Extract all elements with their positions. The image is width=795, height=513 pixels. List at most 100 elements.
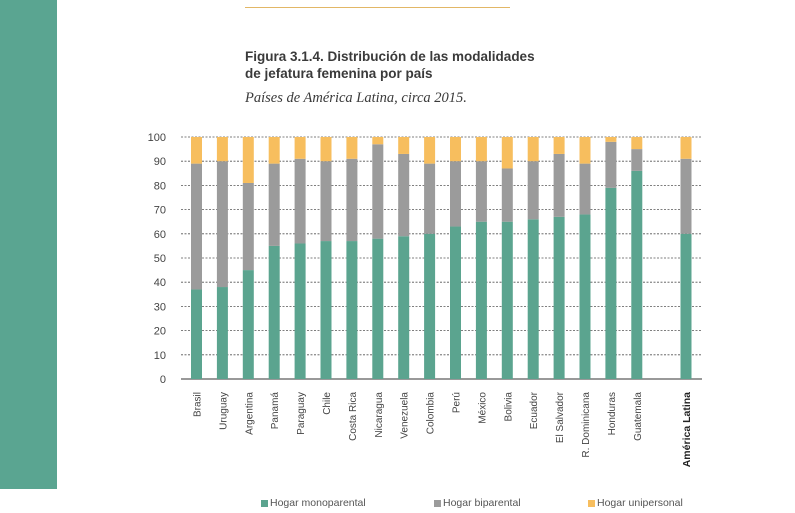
bar-unipersonal-19 (680, 137, 692, 159)
y-tick-label-60: 60 (154, 229, 166, 241)
x-tick-label-9: Venezuela (400, 392, 411, 439)
y-tick-label-50: 50 (154, 253, 166, 265)
bar-monoparental-3 (242, 270, 254, 379)
y-tick-label-20: 20 (154, 326, 166, 338)
legend-item-biparental: Hogar biparental (434, 497, 521, 509)
x-tick-label-3: Argentina (244, 392, 255, 435)
y-tick-label-90: 90 (154, 156, 166, 168)
bar-biparental-5 (294, 158, 306, 244)
x-tick-label-13: Bolivia (503, 392, 514, 422)
y-tick-label-80: 80 (154, 180, 166, 192)
bar-monoparental-9 (398, 236, 410, 379)
bar-unipersonal-9 (398, 137, 410, 154)
bar-unipersonal-3 (242, 137, 254, 183)
bar-biparental-16 (579, 163, 591, 215)
bar-monoparental-1 (191, 289, 202, 379)
bar-monoparental-2 (216, 287, 228, 379)
x-tick-label-11: Perú (452, 392, 463, 413)
bar-biparental-12 (475, 161, 487, 222)
bar-biparental-9 (398, 153, 410, 237)
bar-biparental-18 (631, 149, 643, 171)
x-tick-label-14: Ecuador (529, 391, 540, 429)
figure-title: Figura 3.1.4. Distribución de las modali… (245, 48, 575, 82)
bar-monoparental-4 (268, 245, 280, 379)
x-tick-label-15: El Salvador (555, 391, 566, 443)
bar-unipersonal-1 (191, 137, 202, 164)
y-tick-label-100: 100 (148, 132, 166, 144)
bar-monoparental-17 (605, 187, 617, 379)
bar-unipersonal-8 (372, 137, 384, 145)
figure-title-line-2: de jefatura femenina por país (245, 66, 433, 81)
legend-label-monoparental: Hogar monoparental (270, 497, 366, 509)
bar-unipersonal-2 (216, 137, 228, 162)
side-color-band (0, 0, 57, 489)
x-tick-label-6: Chile (322, 392, 333, 415)
legend-label-biparental: Hogar biparental (443, 497, 521, 509)
bar-biparental-14 (527, 161, 539, 220)
bar-biparental-7 (346, 158, 358, 242)
bar-monoparental-19 (680, 233, 692, 379)
x-tick-label-17: Honduras (607, 392, 618, 435)
bar-biparental-13 (501, 168, 513, 222)
bar-monoparental-5 (294, 243, 306, 379)
figure-subtitle: Países de América Latina, circa 2015. (245, 90, 467, 106)
bar-unipersonal-11 (450, 137, 461, 162)
bar-monoparental-16 (579, 214, 591, 379)
bar-biparental-3 (242, 182, 254, 271)
bar-unipersonal-10 (424, 137, 436, 164)
x-tick-label-5: Paraguay (296, 392, 307, 435)
bar-unipersonal-12 (475, 137, 487, 162)
y-tick-label-70: 70 (154, 205, 166, 217)
bar-biparental-8 (372, 144, 384, 239)
bar-biparental-15 (553, 153, 565, 217)
bar-monoparental-15 (553, 216, 565, 379)
x-tick-label-18: Guatemala (633, 392, 644, 441)
bar-unipersonal-14 (527, 137, 539, 162)
x-tick-label-7: Costa Rica (348, 392, 359, 441)
x-tick-label-10: Colombia (426, 392, 437, 435)
bar-unipersonal-17 (605, 137, 617, 142)
x-tick-label-2: Uruguay (218, 392, 229, 430)
bar-monoparental-12 (475, 221, 487, 379)
bar-monoparental-18 (631, 170, 643, 379)
bar-unipersonal-4 (268, 137, 280, 164)
bar-unipersonal-7 (346, 137, 358, 159)
bar-monoparental-6 (320, 241, 332, 379)
legend-swatch-monoparental (261, 499, 268, 507)
y-tick-label-0: 0 (160, 374, 166, 386)
x-tick-label-12: México (477, 392, 488, 424)
bar-unipersonal-6 (320, 137, 332, 162)
y-tick-label-30: 30 (154, 301, 166, 313)
x-tick-label-4: Panamá (270, 392, 281, 430)
bar-monoparental-14 (527, 219, 539, 379)
x-tick-label-19: América Latina (681, 392, 693, 467)
bar-unipersonal-13 (501, 137, 513, 169)
legend-item-monoparental: Hogar monoparental (261, 497, 366, 509)
bar-biparental-2 (216, 161, 228, 288)
bar-monoparental-7 (346, 241, 358, 379)
y-tick-label-40: 40 (154, 277, 166, 289)
bar-biparental-1 (191, 163, 202, 290)
chart-legend: Hogar monoparental Hogar biparental Hoga… (261, 497, 721, 511)
y-tick-label-10: 10 (154, 350, 166, 362)
bar-biparental-10 (424, 163, 436, 234)
x-tick-label-1: Brasil (193, 392, 204, 417)
legend-swatch-biparental (434, 499, 441, 507)
bar-unipersonal-18 (631, 137, 643, 150)
header-divider (245, 7, 510, 8)
bar-unipersonal-5 (294, 137, 306, 159)
bar-monoparental-13 (501, 221, 513, 379)
figure-title-line-1: Figura 3.1.4. Distribución de las modali… (245, 49, 535, 64)
bar-biparental-19 (680, 158, 692, 234)
x-tick-label-16: R. Dominicana (581, 392, 592, 458)
legend-label-unipersonal: Hogar unipersonal (597, 497, 683, 509)
bar-monoparental-10 (424, 233, 436, 379)
legend-item-unipersonal: Hogar unipersonal (588, 497, 683, 509)
bar-monoparental-11 (450, 226, 461, 379)
bar-biparental-6 (320, 161, 332, 242)
bar-biparental-4 (268, 163, 280, 246)
legend-swatch-unipersonal (588, 499, 595, 507)
x-tick-label-8: Nicaragua (374, 392, 385, 438)
bar-monoparental-8 (372, 238, 384, 379)
